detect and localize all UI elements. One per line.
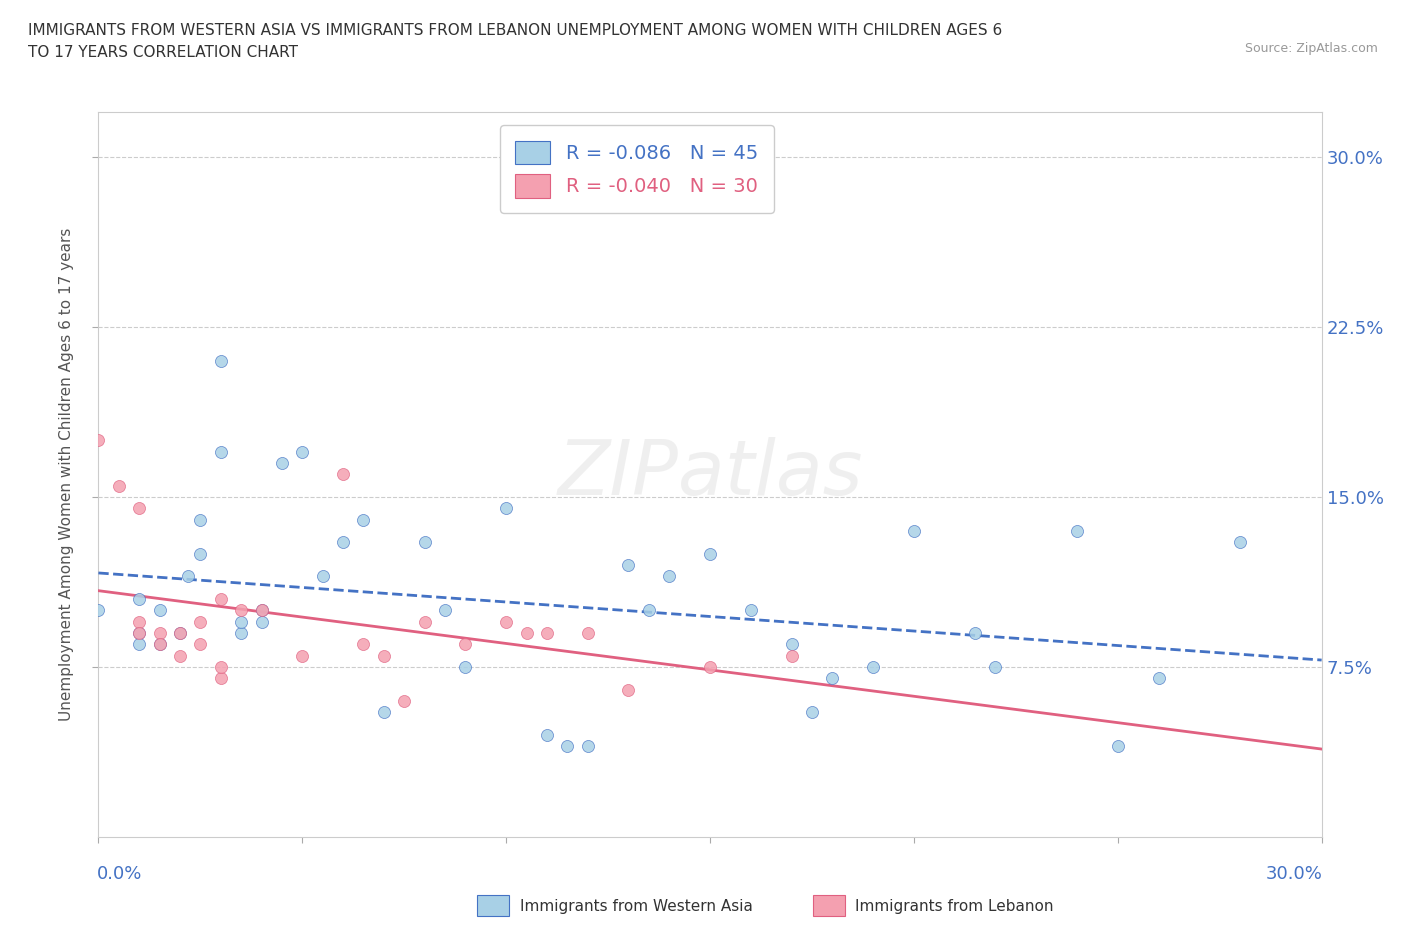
Point xyxy=(231,614,253,629)
Point xyxy=(291,648,314,663)
Point xyxy=(536,626,558,641)
Point xyxy=(188,614,212,629)
Legend: R = -0.086   N = 45, R = -0.040   N = 30: R = -0.086 N = 45, R = -0.040 N = 30 xyxy=(499,125,773,213)
Point xyxy=(169,626,191,641)
Point xyxy=(250,603,273,618)
Point xyxy=(638,603,661,618)
Point xyxy=(149,603,172,618)
Point xyxy=(373,705,395,720)
Text: Immigrants from Western Asia: Immigrants from Western Asia xyxy=(520,899,754,914)
Point xyxy=(557,738,579,753)
Text: 30.0%: 30.0% xyxy=(1265,865,1323,883)
Point xyxy=(209,445,232,459)
Point xyxy=(536,727,558,742)
Point xyxy=(128,626,150,641)
Point xyxy=(177,569,200,584)
Point xyxy=(984,659,1007,674)
Point xyxy=(250,614,273,629)
Point xyxy=(1107,738,1129,753)
Text: ZIPatlas: ZIPatlas xyxy=(557,437,863,512)
Point xyxy=(250,603,273,618)
Point xyxy=(128,591,150,606)
Point xyxy=(740,603,762,618)
Point xyxy=(1066,524,1088,538)
Point xyxy=(454,659,477,674)
Text: Source: ZipAtlas.com: Source: ZipAtlas.com xyxy=(1244,42,1378,55)
Point xyxy=(108,478,131,493)
Point xyxy=(495,614,517,629)
Point xyxy=(821,671,844,685)
Point xyxy=(209,671,232,685)
Point xyxy=(434,603,457,618)
Point xyxy=(1229,535,1251,550)
Point xyxy=(87,603,110,618)
Point xyxy=(149,637,172,652)
Point xyxy=(965,626,987,641)
Point xyxy=(169,626,191,641)
Text: 0.0%: 0.0% xyxy=(97,865,142,883)
Y-axis label: Unemployment Among Women with Children Ages 6 to 17 years: Unemployment Among Women with Children A… xyxy=(59,228,75,721)
Point xyxy=(801,705,824,720)
Point xyxy=(209,353,232,368)
Point xyxy=(392,694,416,709)
Point xyxy=(231,626,253,641)
Point xyxy=(576,626,599,641)
Point xyxy=(658,569,681,584)
Point xyxy=(699,546,721,561)
Point xyxy=(1147,671,1170,685)
Point xyxy=(413,535,436,550)
Point xyxy=(270,456,294,471)
Point xyxy=(617,683,640,698)
Point xyxy=(188,637,212,652)
Point xyxy=(209,591,232,606)
FancyBboxPatch shape xyxy=(813,896,845,916)
Point xyxy=(516,626,538,641)
Point xyxy=(188,512,212,527)
Point xyxy=(169,648,191,663)
Point xyxy=(188,546,212,561)
Point xyxy=(780,637,803,652)
Point xyxy=(128,626,150,641)
Point xyxy=(128,614,150,629)
Point xyxy=(903,524,925,538)
Text: IMMIGRANTS FROM WESTERN ASIA VS IMMIGRANTS FROM LEBANON UNEMPLOYMENT AMONG WOMEN: IMMIGRANTS FROM WESTERN ASIA VS IMMIGRAN… xyxy=(28,23,1002,38)
Point xyxy=(332,467,354,482)
Point xyxy=(576,738,599,753)
Point xyxy=(780,648,803,663)
Point xyxy=(291,445,314,459)
Point xyxy=(495,501,517,516)
Point xyxy=(128,637,150,652)
Text: Immigrants from Lebanon: Immigrants from Lebanon xyxy=(855,899,1053,914)
Point xyxy=(454,637,477,652)
Point xyxy=(332,535,354,550)
Point xyxy=(149,637,172,652)
Point xyxy=(352,637,374,652)
Text: TO 17 YEARS CORRELATION CHART: TO 17 YEARS CORRELATION CHART xyxy=(28,45,298,60)
Point xyxy=(128,501,150,516)
Point xyxy=(209,659,232,674)
Point xyxy=(699,659,721,674)
FancyBboxPatch shape xyxy=(477,896,509,916)
Point xyxy=(862,659,884,674)
Point xyxy=(312,569,335,584)
Point xyxy=(87,432,110,447)
Point xyxy=(413,614,436,629)
Point xyxy=(231,603,253,618)
Point xyxy=(149,626,172,641)
Point xyxy=(352,512,374,527)
Point xyxy=(373,648,395,663)
Point xyxy=(617,558,640,573)
